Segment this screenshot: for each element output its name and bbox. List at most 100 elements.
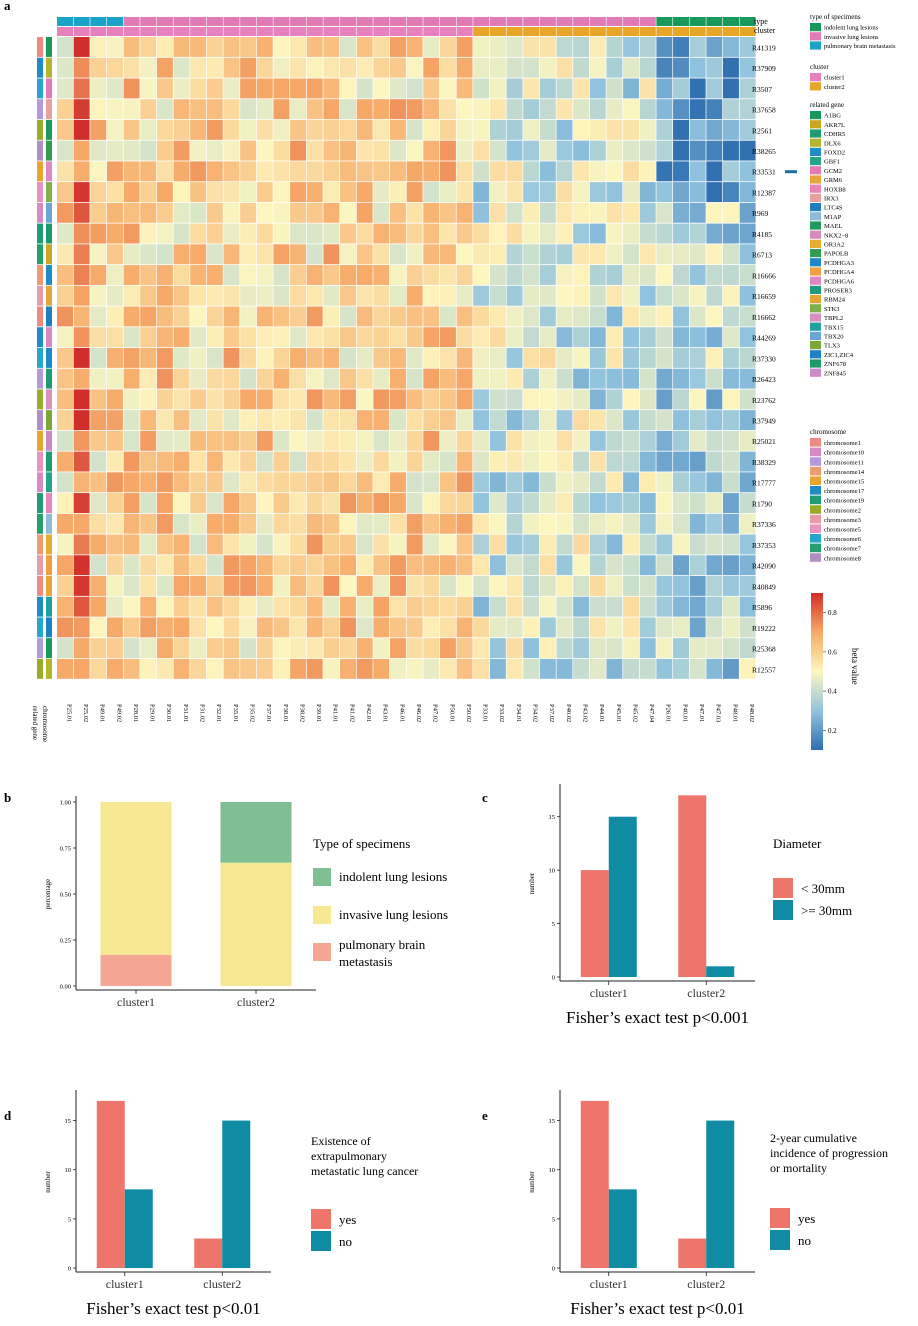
heatmap-cell (523, 37, 540, 57)
heatmap-cell (706, 202, 723, 223)
gene-annotation-cell (46, 347, 52, 368)
heatmap-cell (290, 575, 307, 596)
heatmap-cell (639, 244, 656, 265)
heatmap-cell (589, 161, 606, 182)
heatmap-cell (606, 57, 623, 78)
column-label: P49.01 (99, 704, 106, 722)
heatmap-cell (489, 534, 506, 555)
column-label: P34.02 (532, 704, 539, 722)
heatmap-cell (506, 223, 523, 244)
type-annotation-cell (290, 17, 307, 26)
heatmap-cell (123, 534, 140, 555)
heatmap-cell (489, 285, 506, 306)
heatmap-cell (673, 182, 689, 203)
heatmap-cell (539, 472, 556, 493)
legend-title: Existence of (311, 1134, 371, 1148)
legend-swatch (810, 157, 821, 166)
legend-label: chromosome3 (824, 517, 861, 524)
heatmap-cell (489, 638, 506, 659)
heatmap-cell (90, 161, 107, 182)
chromosome-annotation-cell (37, 638, 43, 659)
row-label: R1790 (752, 499, 772, 508)
heatmap-cell (473, 617, 490, 638)
heatmap-cell (106, 534, 123, 555)
heatmap-cell (573, 451, 590, 472)
heatmap-cell (589, 223, 606, 244)
column-label: P48.02 (748, 704, 755, 722)
column-label: P48.01 (731, 704, 738, 722)
heatmap-cell (456, 513, 473, 534)
legend-swatch (810, 82, 821, 91)
heatmap-cell (73, 140, 90, 161)
heatmap-cell (190, 596, 207, 617)
heatmap-cell (706, 617, 723, 638)
heatmap-cell (523, 223, 540, 244)
heatmap-cell (323, 244, 340, 265)
heatmap-cell (589, 430, 606, 451)
heatmap-cell (106, 368, 123, 389)
bar-segment (220, 802, 292, 863)
heatmap-cell (240, 223, 257, 244)
chromosome-annotation-cell (37, 617, 43, 638)
heatmap-cell (106, 638, 123, 659)
heatmap-cell (723, 78, 739, 99)
heatmap-cell (240, 430, 257, 451)
heatmap-cell (140, 575, 157, 596)
heatmap-cell (340, 596, 356, 617)
heatmap-cell (290, 223, 307, 244)
heatmap-cell (606, 99, 623, 120)
legend-label: invasive lung lesions (824, 34, 879, 41)
heatmap-cell (689, 451, 706, 472)
heatmap-cell (290, 202, 307, 223)
cluster-annotation-cell (240, 27, 257, 36)
heatmap-cell (290, 57, 307, 78)
cluster-annotation-cell (523, 27, 540, 36)
type-annotation-cell (340, 17, 357, 26)
heatmap-cell (556, 430, 573, 451)
heatmap-cell (656, 575, 673, 596)
heatmap-cell (473, 161, 490, 182)
gene-annotation-cell (46, 202, 52, 223)
heatmap-cell (373, 306, 390, 327)
heatmap-cell (306, 37, 323, 57)
heatmap-cell (573, 617, 590, 638)
legend-swatch (810, 267, 821, 276)
heatmap-cell (57, 285, 73, 306)
legend-label: FOXD2 (824, 150, 845, 157)
heatmap-cell (206, 140, 223, 161)
legend-title: 2-year cumulative (770, 1131, 857, 1145)
heatmap-cell (673, 389, 689, 410)
legend-swatch (810, 466, 821, 476)
type-annotation-cell (106, 17, 123, 26)
heatmap-cell (73, 37, 90, 57)
type-annotation-cell (423, 17, 440, 26)
heatmap-cell (689, 534, 706, 555)
heatmap-cell (340, 410, 356, 431)
heatmap-cell (456, 389, 473, 410)
heatmap-cell (706, 327, 723, 348)
chromosome-annotation-cell (37, 658, 43, 679)
heatmap-cell (623, 534, 640, 555)
heatmap-cell (73, 265, 90, 285)
heatmap-cell (506, 389, 523, 410)
column-label: P35.02 (249, 704, 256, 722)
heatmap-cell (489, 182, 506, 203)
heatmap-cell (340, 99, 356, 120)
heatmap-cell (356, 182, 373, 203)
heatmap-cell (356, 596, 373, 617)
legend-swatch (810, 524, 821, 533)
legend-label: TBX15 (824, 324, 844, 331)
heatmap-cell (473, 99, 490, 120)
heatmap-cell (240, 327, 257, 348)
heatmap-cell (57, 410, 73, 431)
heatmap-cell (689, 285, 706, 306)
heatmap-cell (223, 140, 240, 161)
gene-annotation-cell (46, 493, 52, 513)
chromosome-annotation-cell (37, 430, 43, 451)
row-label: R37353 (752, 541, 776, 550)
heatmap-cell (123, 37, 140, 57)
heatmap-cell (240, 37, 257, 57)
cluster-annotation-cell (390, 27, 407, 36)
heatmap-cell (639, 119, 656, 140)
heatmap-cell (439, 617, 456, 638)
